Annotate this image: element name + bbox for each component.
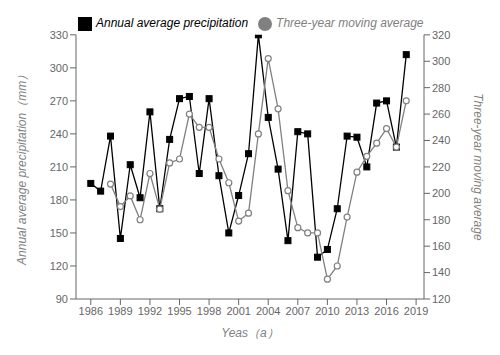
svg-text:Three-year moving average: Three-year moving average [471,93,485,241]
svg-text:2004: 2004 [256,305,280,317]
svg-text:Annual average precipitation（m: Annual average precipitation（mm） [15,69,29,266]
svg-text:260: 260 [432,108,450,120]
svg-text:200: 200 [432,187,450,199]
svg-text:1992: 1992 [138,305,162,317]
svg-text:2010: 2010 [315,305,339,317]
svg-text:1986: 1986 [79,305,103,317]
svg-text:1998: 1998 [197,305,221,317]
svg-text:90: 90 [56,293,68,305]
svg-text:330: 330 [50,29,68,41]
svg-text:240: 240 [432,134,450,146]
svg-text:2019: 2019 [404,305,428,317]
svg-text:180: 180 [50,194,68,206]
svg-text:180: 180 [432,214,450,226]
svg-text:160: 160 [432,240,450,252]
svg-text:300: 300 [432,55,450,67]
svg-text:1995: 1995 [167,305,191,317]
svg-text:320: 320 [432,29,450,41]
svg-text:120: 120 [432,293,450,305]
svg-text:150: 150 [50,227,68,239]
svg-text:2001: 2001 [226,305,250,317]
svg-text:2013: 2013 [345,305,369,317]
html-text:Three-year moving average: Three-year moving average [276,16,424,30]
html-text:Annual average precipitation: Annual average precipitation [96,16,249,30]
svg-text:210: 210 [50,161,68,173]
svg-text:1989: 1989 [108,305,132,317]
svg-text:220: 220 [432,161,450,173]
svg-text:280: 280 [432,82,450,94]
svg-text:Yeas（a）: Yeas（a） [221,326,278,340]
svg-text:140: 140 [432,266,450,278]
svg-text:300: 300 [50,62,68,74]
svg-text:240: 240 [50,128,68,140]
svg-text:2016: 2016 [374,305,398,317]
svg-text:270: 270 [50,95,68,107]
svg-text:120: 120 [50,260,68,272]
svg-text:2007: 2007 [286,305,310,317]
